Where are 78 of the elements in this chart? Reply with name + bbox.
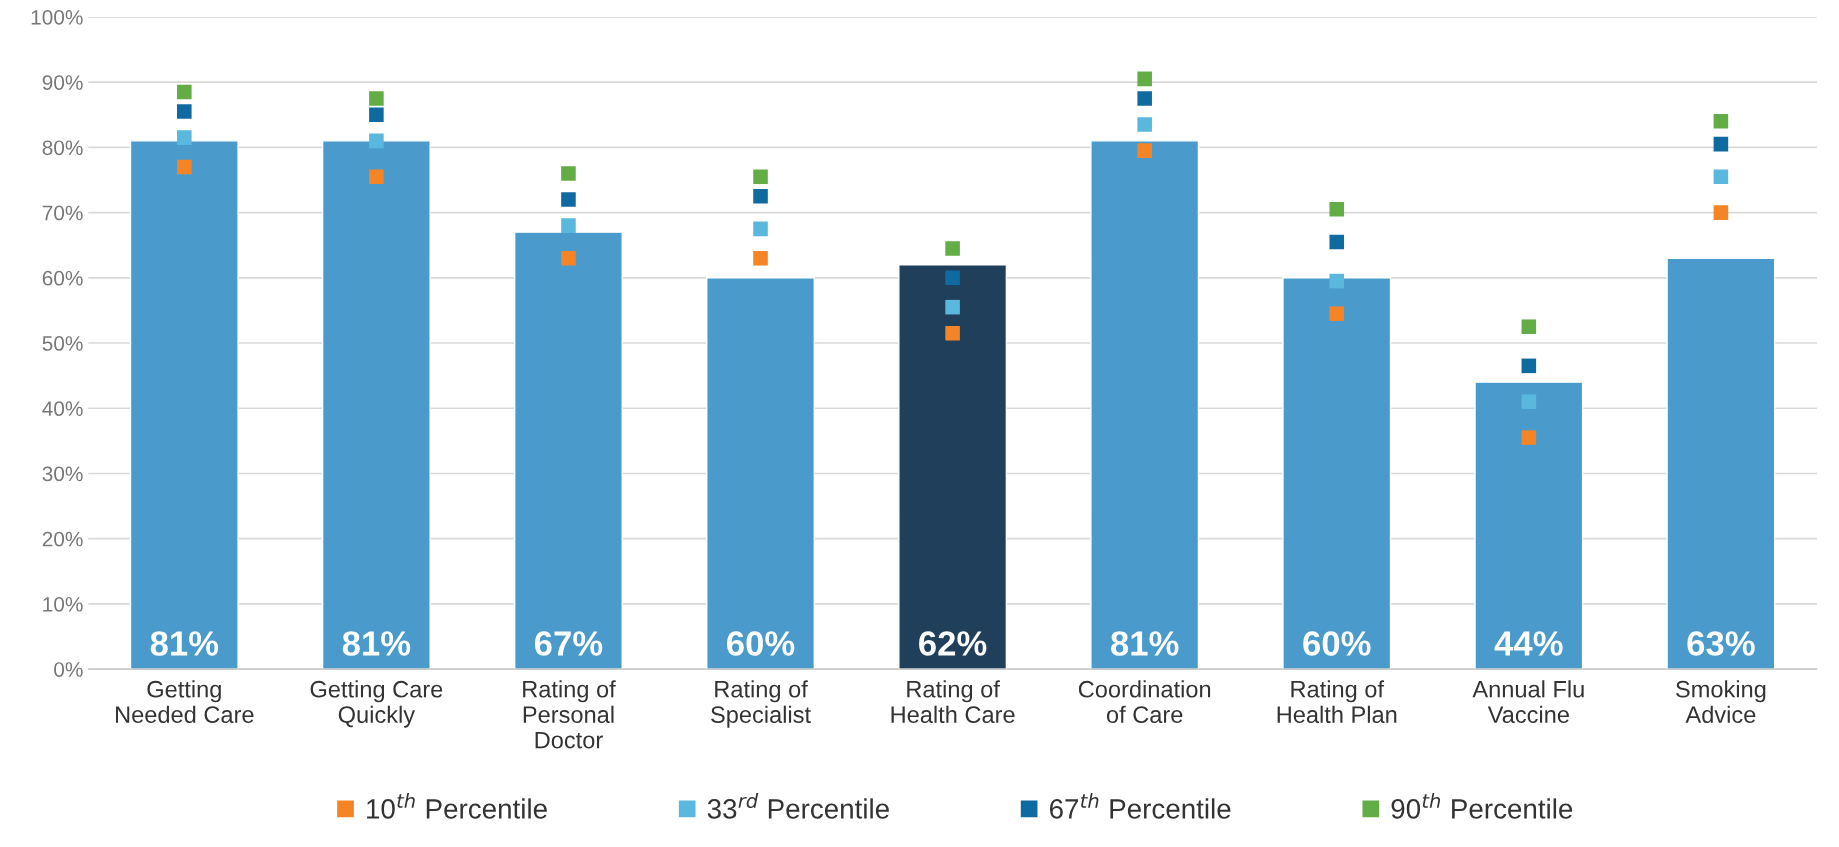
bar [129, 140, 239, 670]
point [753, 169, 768, 185]
x-tick-label: Smoking Advice [1676, 680, 1766, 724]
legend-label: 90$^{th}$ Percentile [1391, 793, 1573, 819]
data-label: 44% [1494, 631, 1563, 656]
x-tick-label: Rating of Specialist [711, 680, 811, 728]
data-label: 81% [150, 631, 219, 656]
point [561, 218, 576, 233]
point [1521, 319, 1537, 335]
y-tick-label: 70% [42, 205, 83, 221]
y-tick-label: 20% [42, 531, 83, 547]
x-tick-label: Rating of Health Plan [1277, 680, 1397, 724]
bar [321, 140, 431, 670]
point [561, 192, 576, 207]
point [1713, 169, 1729, 185]
point [1713, 205, 1729, 220]
x-tick-label: Getting Needed Care [116, 680, 254, 724]
legend-label: 10$^{th}$ Percentile [367, 793, 547, 819]
data-label: 60% [727, 631, 795, 656]
point [369, 91, 384, 106]
point [1329, 202, 1345, 217]
x-tick-label: Annual Flu Vaccine [1472, 680, 1584, 724]
point [1329, 234, 1345, 250]
y-tick-label: 50% [42, 336, 83, 351]
x-tick-label: Rating of Personal Doctor [523, 680, 616, 749]
point [1329, 306, 1345, 321]
point [177, 84, 192, 100]
point [177, 159, 192, 175]
y-tick-label: 80% [42, 140, 83, 156]
point [945, 299, 960, 315]
point [1329, 273, 1345, 289]
data-label: 62% [919, 631, 987, 656]
point [945, 241, 960, 256]
bar [706, 277, 816, 670]
y-tick-label: 30% [42, 466, 83, 482]
x-tick-label: Getting Care Quickly [310, 680, 443, 728]
point [1137, 143, 1152, 158]
data-label: 67% [534, 631, 603, 656]
point [369, 107, 384, 123]
y-tick-label: 100% [31, 9, 83, 25]
y-tick-label: 40% [42, 401, 83, 417]
x-tick-label: Rating of Health Care [891, 680, 1015, 724]
point [945, 270, 960, 286]
bar [1666, 257, 1776, 670]
point [177, 104, 192, 119]
point [1713, 136, 1729, 152]
y-tick-label: 60% [42, 270, 83, 286]
point [561, 166, 576, 181]
point [1521, 358, 1537, 374]
point [1137, 117, 1152, 132]
y-tick-label: 10% [43, 596, 83, 612]
point [753, 221, 768, 237]
bar [1090, 140, 1200, 670]
point [1137, 91, 1152, 106]
point [1521, 430, 1537, 445]
bar [898, 264, 1008, 670]
point [945, 325, 960, 341]
point [1713, 114, 1729, 129]
point [177, 130, 192, 145]
point [1521, 394, 1537, 410]
legend-label: 67$^{th}$ Percentile [1049, 793, 1231, 819]
point [369, 133, 384, 149]
bar [513, 231, 623, 670]
point [753, 250, 768, 266]
data-label: 81% [342, 631, 411, 656]
point [1137, 71, 1152, 87]
point [561, 250, 576, 266]
bar [1474, 381, 1584, 670]
data-label: 63% [1687, 631, 1755, 656]
point [369, 169, 384, 185]
data-label: 60% [1303, 631, 1371, 656]
bar [1282, 277, 1392, 670]
y-tick-label: 90% [42, 75, 83, 90]
x-tick-label: Coordination of Care [1078, 680, 1211, 724]
y-tick-label: 0% [54, 662, 83, 677]
point [753, 189, 768, 204]
data-label: 81% [1111, 631, 1179, 656]
legend-label: 33$^{rd}$ Percentile [707, 793, 889, 819]
